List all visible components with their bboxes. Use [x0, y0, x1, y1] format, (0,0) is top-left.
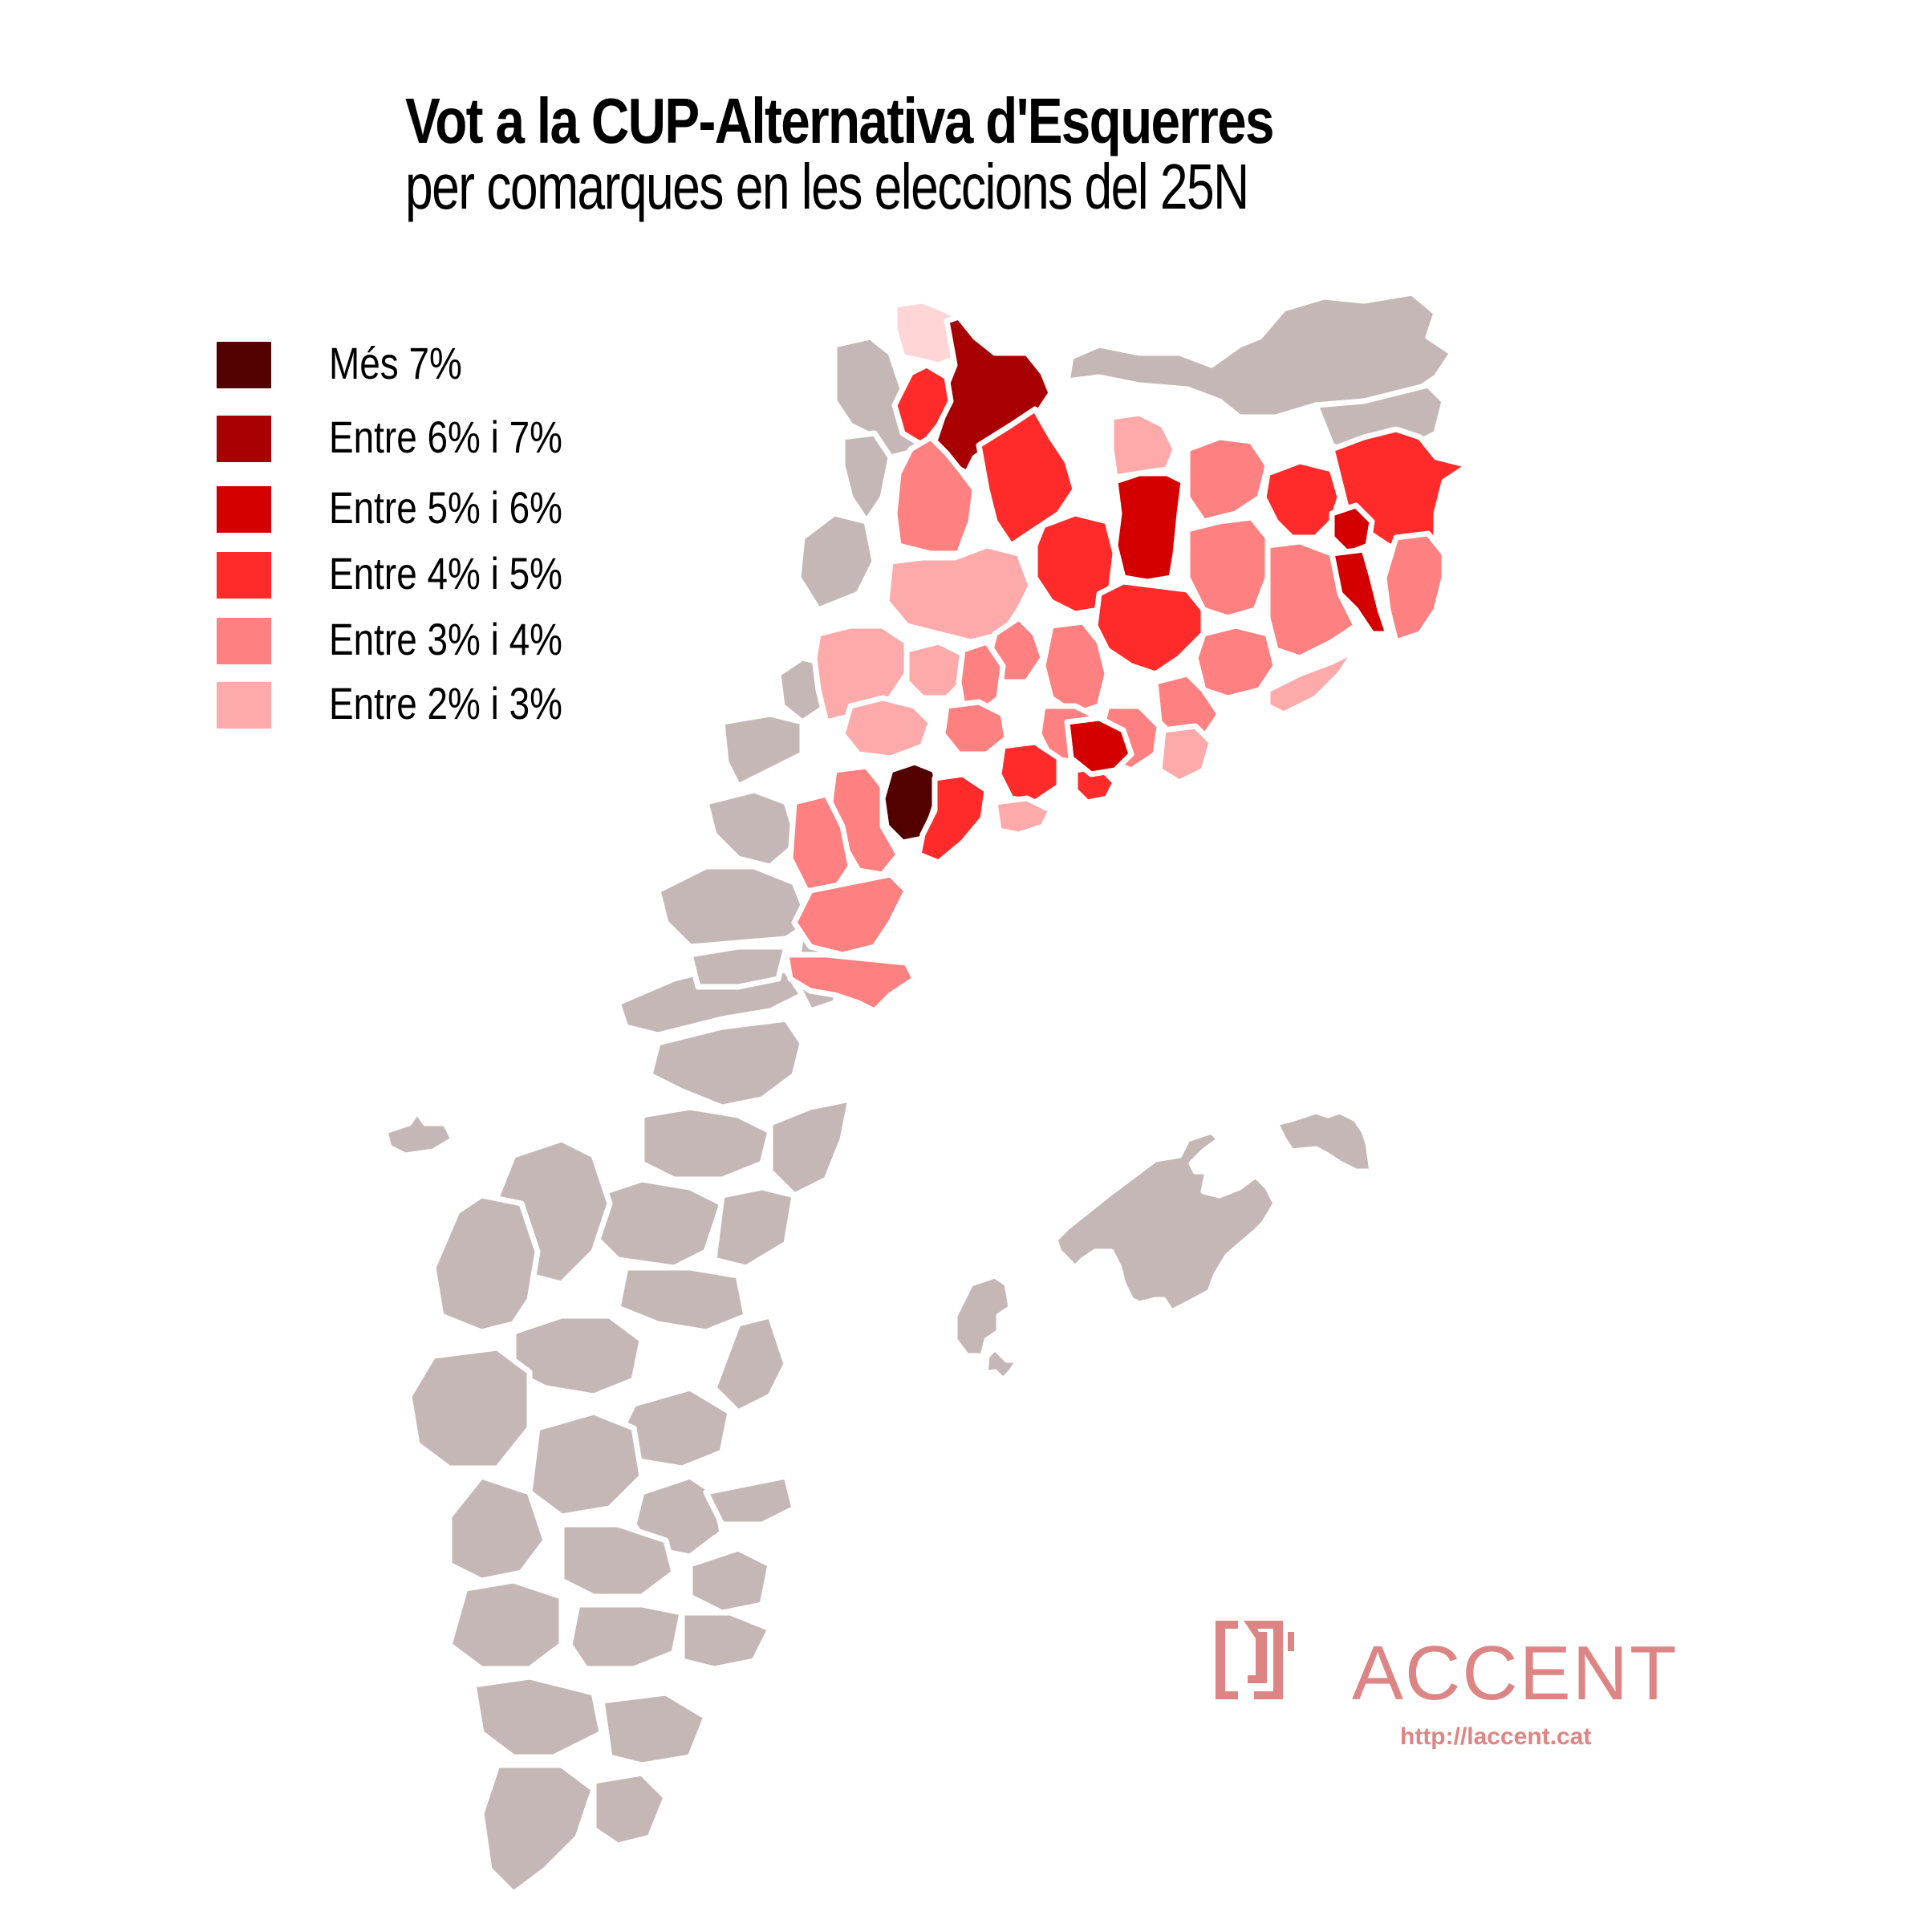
island-mallorca — [1052, 1128, 1279, 1315]
legend-label: Entre 4% i 5% — [329, 548, 562, 599]
region-pv-25 — [591, 1770, 669, 1849]
region-baix-emporda — [1381, 530, 1447, 645]
region-pv-16 — [703, 1473, 798, 1528]
region-terra-alta — [787, 791, 854, 894]
legend-item-2-3: Entre 2% i 3% — [217, 678, 698, 737]
region-pv-24 — [478, 1762, 597, 1897]
region-franja-3 — [795, 510, 878, 613]
legend-swatch — [217, 342, 271, 388]
legend-item-more-7: Més 7% — [217, 338, 698, 396]
region-pv-27 — [687, 944, 789, 990]
region-pv-15 — [446, 1473, 549, 1584]
bracket-mark-icon — [1216, 1621, 1294, 1699]
region-bergueda — [1112, 470, 1187, 585]
legend-label: Entre 6% i 7% — [329, 412, 562, 462]
region-franja-5 — [719, 711, 806, 789]
laccent-logo: ACCENT http://laccent.cat — [1208, 1613, 1721, 1749]
region-tarragones — [992, 795, 1054, 838]
region-pla-urgell — [903, 639, 966, 701]
legend-swatch — [217, 618, 271, 664]
region-pv-3 — [767, 1096, 854, 1199]
legend-swatch — [217, 682, 271, 729]
region-pv-18 — [687, 1545, 773, 1616]
region-pv-21 — [679, 1609, 773, 1672]
legend-label: Entre 5% i 6% — [329, 482, 562, 533]
region-ademuz — [382, 1108, 457, 1159]
legend-item-4-5: Entre 4% i 5% — [217, 548, 698, 607]
island-formentera — [982, 1345, 1022, 1383]
legend-item-5-6: Entre 5% i 6% — [217, 482, 698, 541]
region-pv-13 — [526, 1409, 645, 1520]
region-pv-9 — [510, 1313, 645, 1399]
region-osona — [1184, 514, 1271, 621]
region-pv-2 — [639, 1104, 773, 1183]
legend-label: Entre 2% i 3% — [329, 678, 562, 729]
region-franja-7 — [655, 863, 814, 950]
legend-swatch — [217, 416, 271, 462]
legend-item-6-7: Entre 6% i 7% — [217, 412, 698, 470]
region-catalunya-nord — [1064, 290, 1455, 420]
title-block: Vot a la CUP-Alternativa d'Esquerres per… — [405, 87, 1609, 221]
region-montsia — [783, 952, 918, 1014]
region-pla-estany — [1329, 502, 1375, 557]
region-maresme — [1264, 647, 1359, 717]
region-franja-6 — [703, 787, 802, 870]
region-alta-ribagorca — [891, 362, 954, 448]
region-valles-occidental — [1152, 671, 1223, 745]
region-garrigues — [839, 695, 934, 761]
legend-item-3-4: Entre 3% i 4% — [217, 614, 698, 672]
region-valles-oriental — [1192, 623, 1279, 701]
legend-swatch — [217, 486, 271, 533]
region-baix-ebre — [791, 871, 910, 958]
region-alt-camp — [996, 739, 1062, 806]
region-selva — [1264, 538, 1359, 661]
map-subtitle: per comarques en les eleccions del 25N — [405, 151, 1249, 222]
legend-label: Entre 3% i 4% — [329, 614, 562, 664]
region-conca-barbera — [940, 699, 1010, 757]
region-pallars-jussa — [891, 434, 978, 557]
region-pv-12 — [406, 1345, 533, 1471]
region-pv-8 — [430, 1192, 541, 1335]
region-pv-17 — [558, 1521, 677, 1600]
region-cerdanya — [1108, 410, 1179, 481]
catalunya-regions — [783, 298, 1471, 1014]
logo-url: http://laccent.cat — [1400, 1723, 1592, 1750]
map-title: Vot a la CUP-Alternativa d'Esquerres — [405, 85, 1274, 156]
region-pv-6 — [615, 1264, 749, 1335]
region-franja-2 — [839, 430, 894, 525]
region-pv-4 — [591, 1176, 725, 1271]
region-bages — [1092, 578, 1207, 677]
logo-wordmark: ACCENT — [1352, 1630, 1678, 1716]
island-eivissa — [952, 1272, 1014, 1359]
region-anoia — [1040, 619, 1110, 717]
region-pv-5 — [711, 1184, 798, 1271]
legend-label: Més 7% — [329, 338, 462, 388]
region-pv-10 — [711, 1313, 789, 1415]
no-data-regions — [382, 290, 1455, 1897]
island-menorca — [1272, 1108, 1375, 1175]
region-pv-19 — [446, 1577, 565, 1672]
region-pv-20 — [566, 1601, 685, 1672]
legend-swatch — [217, 552, 271, 599]
region-ripolles — [1184, 434, 1271, 525]
region-pv-1 — [647, 1016, 806, 1110]
balearic-islands — [952, 1108, 1375, 1383]
region-alt-urgell — [976, 406, 1078, 549]
region-pv-22 — [470, 1674, 605, 1760]
region-pv-23 — [599, 1690, 709, 1768]
region-baix-camp — [915, 771, 990, 866]
region-garrotxa — [1260, 458, 1343, 541]
region-barcelones — [1156, 723, 1215, 785]
region-baix-penedes — [1064, 715, 1134, 777]
region-noguera — [883, 542, 1034, 645]
